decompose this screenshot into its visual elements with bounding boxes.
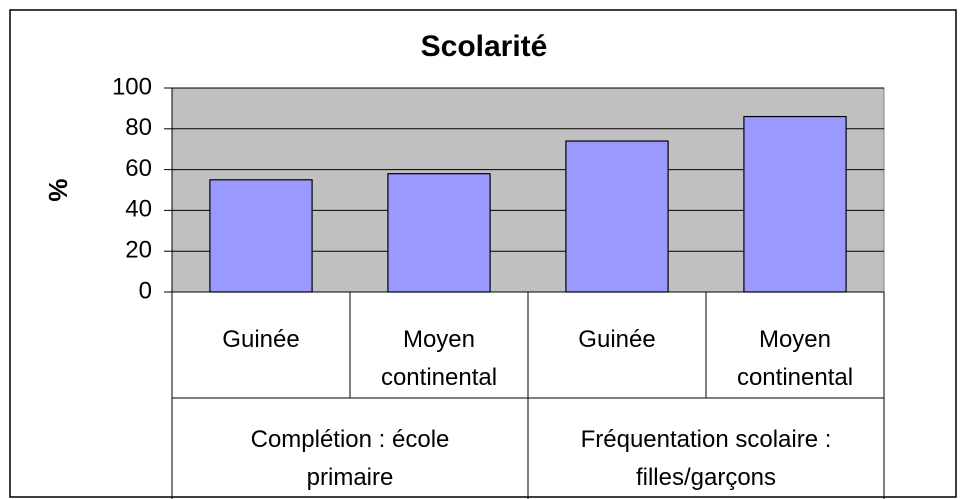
group-label: Complétion : école primaire [172,421,528,497]
x-tick-label: Guinée [172,321,350,359]
x-tick-label-text: Moyen continental [736,326,854,391]
group-label: Fréquentation scolaire : filles/garçons [528,421,884,497]
y-tick-label: 60 [125,155,152,182]
y-tick-label: 20 [125,237,152,264]
x-tick-label-text: Moyen continental [380,326,498,391]
y-axis-label: % [43,178,73,201]
bar [209,179,313,293]
x-tick-label: Moyen continental [350,321,528,397]
group-label-text: Complétion : école primaire [250,426,450,491]
y-tick-label: 0 [139,277,152,304]
group-label-text: Fréquentation scolaire : filles/garçons [580,426,832,491]
x-tick-label: Moyen continental [706,321,884,397]
chart-title: Scolarité [421,30,548,63]
x-tick-label-text: Guinée [222,326,300,353]
y-tick-label: 80 [125,114,152,141]
bar [565,140,669,293]
x-tick-label-text: Guinée [578,326,656,353]
bar [743,115,847,293]
bar [387,173,491,293]
y-tick-label: 40 [125,196,152,223]
y-tick-label: 100 [112,73,152,100]
x-tick-label: Guinée [528,321,706,359]
